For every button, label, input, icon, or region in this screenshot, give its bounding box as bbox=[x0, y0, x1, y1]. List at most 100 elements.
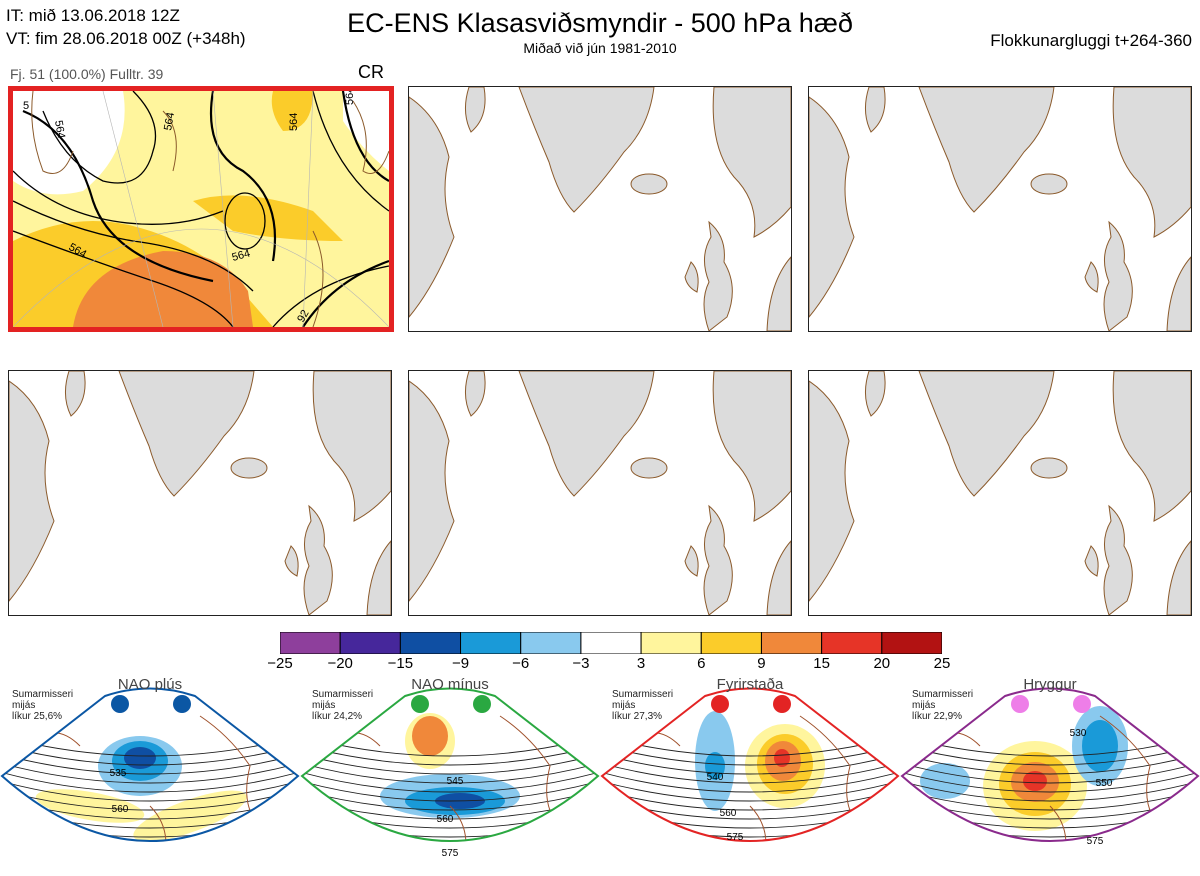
height-contour bbox=[2, 762, 298, 784]
height-contour bbox=[602, 753, 898, 775]
valid-time-label: VT: fim 28.06.2018 00Z (+348h) bbox=[6, 29, 246, 48]
height-contour bbox=[302, 771, 598, 793]
regime-contour-label: 560 bbox=[720, 808, 737, 819]
height-contour bbox=[2, 753, 298, 775]
cluster-map-2[interactable] bbox=[408, 86, 792, 332]
regime-contour-label: 530 bbox=[1070, 728, 1087, 739]
regime-dot bbox=[773, 695, 791, 713]
empty-map-5-plot bbox=[409, 371, 791, 615]
regime-season: Sumarmisseri bbox=[912, 689, 974, 700]
colorbar-bin bbox=[881, 632, 942, 654]
colorbar-bin bbox=[520, 632, 582, 654]
colorbar-bin bbox=[580, 632, 642, 654]
regime-period: mijás bbox=[312, 700, 336, 711]
colorbar-tick-label: 6 bbox=[697, 655, 706, 672]
cluster-map-1-plot: 564 564 564 564 564 564 5 92 bbox=[13, 91, 389, 327]
cluster-map-4[interactable] bbox=[8, 370, 392, 616]
regime-contour-label: 535 bbox=[110, 768, 127, 779]
cluster-contour-label: 5 bbox=[23, 100, 29, 112]
cluster-map-6[interactable] bbox=[808, 370, 1192, 616]
header-info: IT: mið 13.06.2018 12Z VT: fim 28.06.201… bbox=[6, 4, 246, 50]
regime-name: NAO mínus bbox=[411, 676, 489, 693]
regime-border bbox=[0, 687, 300, 842]
empty-map-3-plot bbox=[809, 87, 1191, 331]
height-contour bbox=[902, 762, 1198, 784]
regime-map: 530 550 575 bbox=[900, 687, 1200, 862]
regime-name: NAO plús bbox=[117, 676, 183, 693]
regime-border bbox=[900, 687, 1200, 842]
regime-nao-minus[interactable]: NAO mínus Sumarmisseri mijás líkur 24,2%… bbox=[300, 676, 600, 871]
anomaly-blob bbox=[920, 763, 970, 799]
cluster-map-3[interactable] bbox=[808, 86, 1192, 332]
colorbar-tick-label: −15 bbox=[387, 655, 414, 672]
regime-note: Sumarmisseri mijás líkur 27,3% bbox=[612, 689, 673, 722]
colorbar-tick-label: 9 bbox=[757, 655, 766, 672]
cluster-contour-label: 564 bbox=[162, 111, 177, 131]
colorbar-tick-label: 25 bbox=[933, 655, 951, 672]
regime-contour-label: 550 bbox=[1096, 778, 1113, 789]
colorbar-tick-label: −20 bbox=[327, 655, 353, 672]
page-subtitle: Miðað við jún 1981-2010 bbox=[523, 40, 677, 56]
regime-season: Sumarmisseri bbox=[12, 689, 74, 700]
regime-dot bbox=[411, 695, 429, 713]
height-contour bbox=[302, 744, 598, 766]
regime-contour-label: 545 bbox=[447, 776, 464, 787]
cluster-regime-code: CR bbox=[358, 62, 384, 82]
height-contour bbox=[2, 771, 298, 793]
regime-contour-label: 575 bbox=[727, 832, 744, 843]
regime-note: Sumarmisseri mijás líkur 24,2% bbox=[312, 689, 373, 722]
initial-time-label: IT: mið 13.06.2018 12Z bbox=[6, 6, 180, 25]
regime-contour-label: 575 bbox=[442, 848, 459, 859]
cluster-contour-label: 92 bbox=[295, 308, 312, 325]
height-contour bbox=[302, 753, 598, 775]
regime-period: mijás bbox=[12, 700, 36, 711]
cluster-contour-label: 564 bbox=[288, 113, 300, 131]
cluster-info-label: Fj. 51 (100.0%) Fulltr. 39 bbox=[10, 66, 164, 82]
regime-season: Sumarmisseri bbox=[612, 689, 674, 700]
regime-period: mijás bbox=[612, 700, 636, 711]
regime-probability: líkur 24,2% bbox=[312, 711, 363, 722]
classification-window-label: Flokkunargluggi t+264-360 bbox=[990, 31, 1192, 50]
regime-dot bbox=[1073, 695, 1091, 713]
colorbar-bin bbox=[280, 632, 341, 654]
height-contour bbox=[302, 789, 598, 811]
colorbar-tick-label: 20 bbox=[873, 655, 891, 672]
regime-border bbox=[300, 687, 600, 842]
height-contour bbox=[902, 780, 1198, 802]
colorbar-bin bbox=[700, 632, 762, 654]
regime-name: Hryggur bbox=[1023, 676, 1077, 693]
empty-map-6-plot bbox=[809, 371, 1191, 615]
height-contour bbox=[902, 744, 1198, 766]
cluster-map-5[interactable] bbox=[408, 370, 792, 616]
regime-period: mijás bbox=[912, 700, 936, 711]
regime-map: 545 560 575 bbox=[300, 687, 600, 859]
regime-nao-plus[interactable]: NAO plús Sumarmisseri mijás líkur 25,6% … bbox=[0, 676, 300, 871]
colorbar-tick-label: −25 bbox=[267, 655, 293, 672]
cluster-contour-label: 564 bbox=[344, 91, 356, 105]
anomaly-blob bbox=[412, 716, 448, 756]
height-contour bbox=[302, 762, 598, 784]
colorbar-bin bbox=[399, 632, 462, 654]
anomaly-blob bbox=[35, 789, 145, 823]
anomaly-blob bbox=[774, 749, 790, 767]
colorbar-tick-label: 15 bbox=[813, 655, 830, 672]
cluster-contour-label: 564 bbox=[231, 248, 252, 264]
anomaly-blob bbox=[1082, 720, 1118, 772]
colorbar-bin bbox=[460, 632, 522, 654]
regime-contour-label: 575 bbox=[1087, 836, 1104, 847]
colorbar-tick-label: 3 bbox=[636, 655, 646, 672]
regime-ridge[interactable]: Hryggur Sumarmisseri mijás líkur 22,9% 5… bbox=[900, 676, 1200, 871]
anomaly-blob bbox=[133, 790, 247, 841]
height-contour bbox=[602, 789, 898, 811]
regime-dot bbox=[1011, 695, 1029, 713]
regime-contour-label: 560 bbox=[437, 814, 454, 825]
regime-map: 540 560 575 bbox=[600, 687, 900, 843]
regime-blocking[interactable]: Fyrirstaða Sumarmisseri mijás líkur 27,3… bbox=[600, 676, 900, 871]
regime-season: Sumarmisseri bbox=[312, 689, 374, 700]
anomaly-blob bbox=[124, 747, 156, 769]
regime-map: 535 560 bbox=[0, 687, 300, 842]
anomaly-blob bbox=[1014, 850, 1046, 862]
colorbar-tick-label: −9 bbox=[451, 655, 470, 672]
cluster-map-1[interactable]: 564 564 564 564 564 564 5 92 bbox=[8, 86, 394, 332]
colorbar-tick-label: −3 bbox=[572, 655, 590, 672]
